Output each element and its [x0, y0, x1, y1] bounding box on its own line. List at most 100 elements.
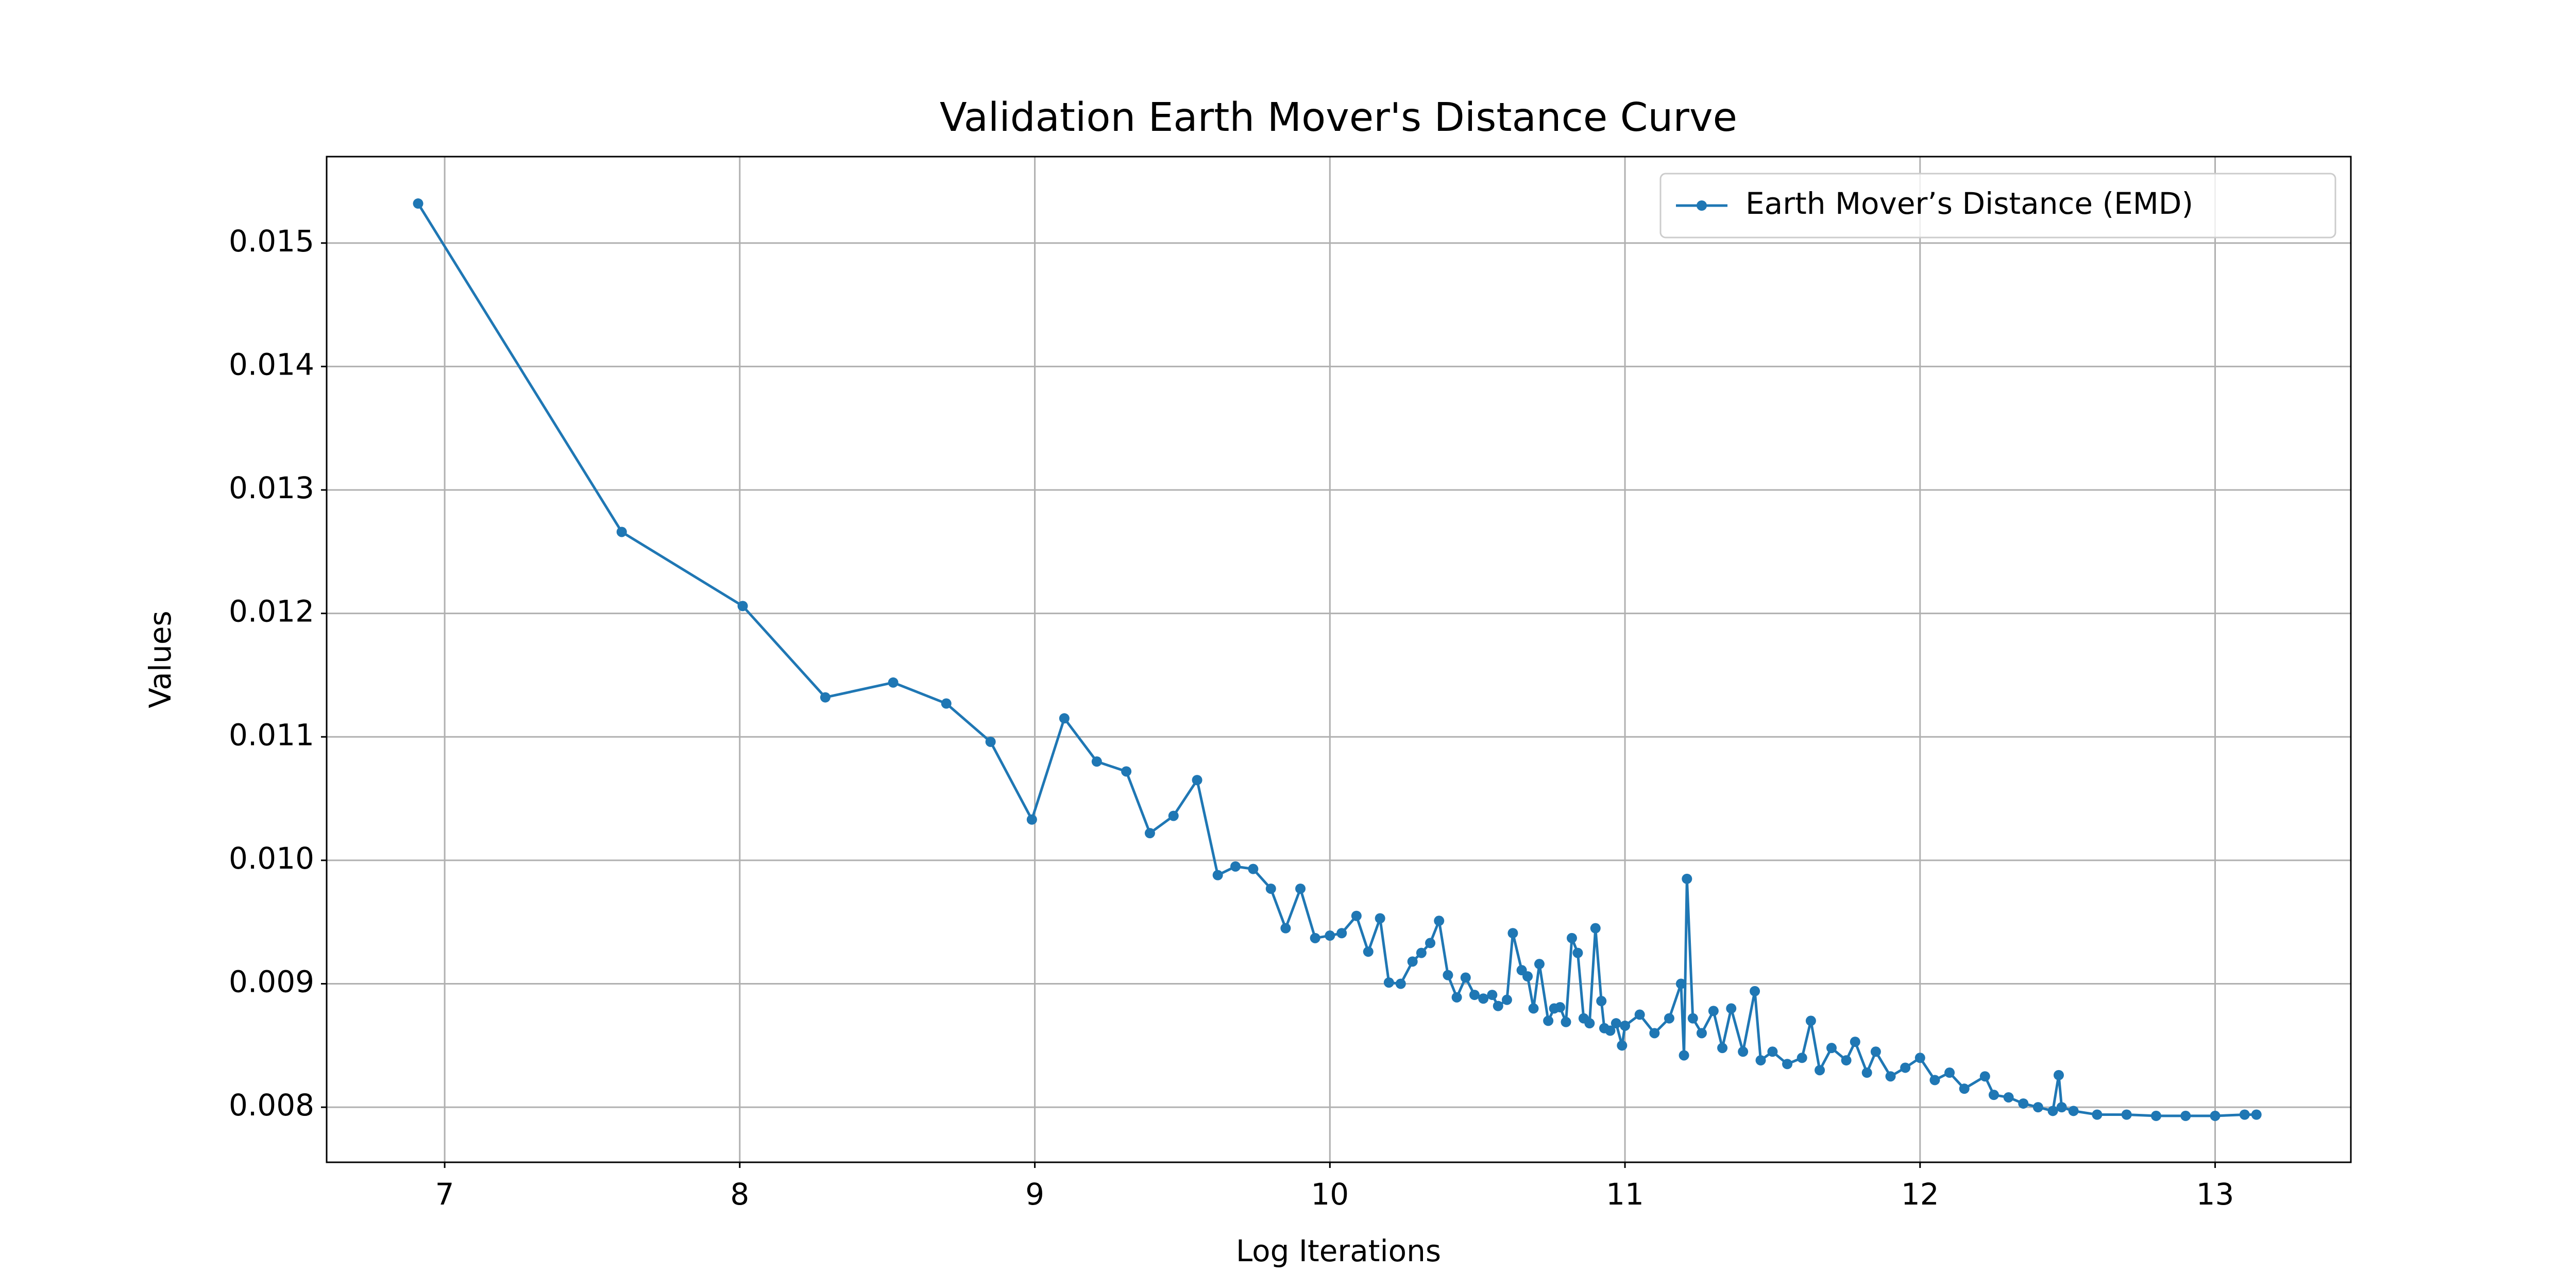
- data-point: [1850, 1037, 1860, 1047]
- data-point: [1059, 713, 1070, 724]
- data-point: [1805, 1015, 1816, 1026]
- data-point: [1755, 1055, 1766, 1066]
- data-point: [1192, 775, 1202, 786]
- y-tick-label: 0.013: [229, 470, 314, 505]
- data-point: [2239, 1109, 2250, 1120]
- x-axis-label: Log Iterations: [1236, 1233, 1441, 1268]
- data-point: [1664, 1013, 1674, 1024]
- data-point: [1620, 1020, 1631, 1031]
- chart-title: Validation Earth Mover's Distance Curve: [940, 95, 1737, 141]
- x-tick-label: 13: [2196, 1177, 2234, 1212]
- data-point: [1501, 994, 1512, 1005]
- data-point: [2018, 1098, 2029, 1109]
- data-point: [1605, 1025, 1616, 1036]
- data-point: [1682, 873, 1692, 884]
- data-point: [1528, 1003, 1539, 1014]
- data-point: [1815, 1065, 1825, 1076]
- x-tick-label: 9: [1025, 1177, 1044, 1212]
- data-point: [1767, 1046, 1778, 1057]
- data-point: [1634, 1009, 1645, 1020]
- data-point: [1460, 972, 1471, 983]
- data-point: [1487, 990, 1498, 1001]
- x-tick-label: 7: [435, 1177, 454, 1212]
- data-point: [1797, 1053, 1807, 1063]
- data-point: [1212, 870, 1223, 880]
- x-tick-label: 11: [1606, 1177, 1644, 1212]
- x-tick-label: 8: [730, 1177, 749, 1212]
- data-point: [2210, 1110, 2221, 1121]
- data-point: [2003, 1092, 2014, 1103]
- data-point: [1959, 1083, 1970, 1094]
- data-point: [1493, 1001, 1503, 1011]
- data-point: [2121, 1109, 2132, 1120]
- y-axis-label: Values: [143, 611, 178, 708]
- data-point: [1383, 977, 1394, 988]
- data-point: [1395, 978, 1406, 989]
- data-point: [1121, 766, 1132, 777]
- data-point: [2150, 1110, 2161, 1121]
- data-point: [1861, 1067, 1872, 1078]
- x-tick-label: 12: [1901, 1177, 1939, 1212]
- data-point: [1572, 947, 1583, 958]
- data-point: [1416, 947, 1427, 958]
- data-point: [820, 692, 831, 703]
- data-point: [1826, 1043, 1837, 1054]
- data-point: [1885, 1071, 1896, 1082]
- data-point: [1543, 1015, 1554, 1026]
- data-point: [1988, 1090, 1999, 1100]
- legend-box: [1659, 173, 2336, 239]
- plot-frame: [326, 156, 2352, 1163]
- data-point: [1363, 946, 1374, 957]
- data-point: [2180, 1110, 2191, 1121]
- data-point: [737, 601, 748, 612]
- data-point: [1687, 1013, 1698, 1024]
- data-point: [1168, 810, 1179, 821]
- data-point: [1469, 990, 1480, 1001]
- data-point: [1750, 986, 1760, 996]
- data-point: [2032, 1102, 2043, 1113]
- data-point: [1310, 933, 1320, 943]
- data-point: [1738, 1046, 1749, 1057]
- data-point: [2068, 1106, 2079, 1116]
- y-tick-label: 0.015: [229, 224, 314, 259]
- data-point: [1561, 1016, 1571, 1027]
- data-point: [1026, 814, 1037, 825]
- data-point: [1696, 1028, 1707, 1039]
- data-point: [1617, 1040, 1628, 1051]
- data-point: [1443, 970, 1453, 980]
- data-point: [1649, 1028, 1660, 1039]
- data-point: [941, 698, 952, 709]
- legend-marker: [1697, 200, 1707, 211]
- data-point: [1929, 1075, 1940, 1086]
- data-point: [1708, 1006, 1719, 1016]
- data-point: [888, 677, 899, 688]
- data-point: [1782, 1059, 1793, 1070]
- legend-label: Earth Mover’s Distance (EMD): [1745, 186, 2193, 221]
- y-tick-label: 0.008: [229, 1088, 314, 1123]
- data-point: [1555, 1002, 1566, 1013]
- data-point: [2251, 1109, 2262, 1120]
- data-line: [417, 202, 2257, 1117]
- data-point: [1425, 938, 1436, 948]
- data-point: [1675, 978, 1686, 989]
- data-point: [1717, 1043, 1728, 1054]
- data-point: [1522, 971, 1533, 982]
- data-point: [1407, 956, 1418, 967]
- data-point: [2047, 1106, 2058, 1116]
- data-point: [1230, 861, 1241, 872]
- data-point: [1679, 1050, 1689, 1061]
- data-point: [1726, 1003, 1737, 1014]
- x-tick-label: 10: [1311, 1177, 1349, 1212]
- y-tick-label: 0.012: [229, 594, 314, 629]
- data-point: [413, 198, 423, 209]
- data-point: [1566, 933, 1577, 943]
- data-point: [985, 736, 996, 747]
- y-tick-label: 0.014: [229, 347, 314, 382]
- data-point: [1336, 928, 1347, 939]
- data-point: [1596, 996, 1607, 1007]
- data-point: [1295, 883, 1306, 894]
- data-point: [1375, 913, 1385, 924]
- data-point: [616, 527, 627, 537]
